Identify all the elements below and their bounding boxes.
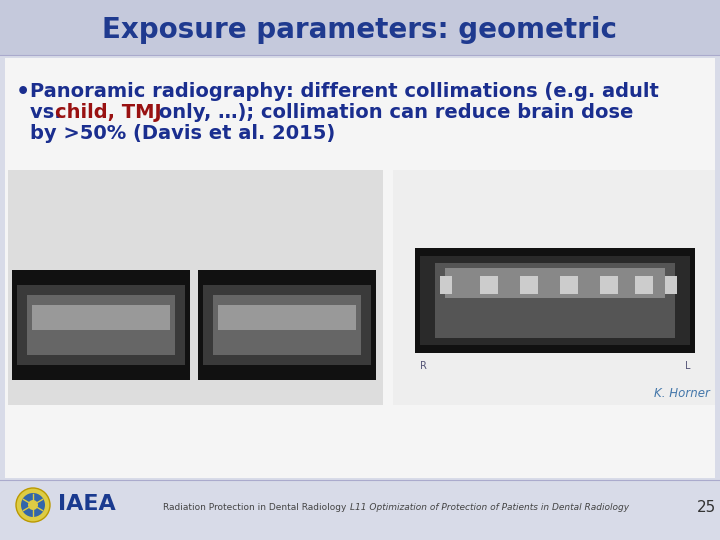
Bar xyxy=(203,285,371,365)
Bar xyxy=(420,256,690,345)
Bar xyxy=(0,480,720,540)
Text: 25: 25 xyxy=(696,500,716,515)
Bar xyxy=(600,276,618,294)
Bar xyxy=(17,285,185,365)
Bar xyxy=(480,276,498,294)
Text: Panoramic radiography: different collimations (e.g. adult: Panoramic radiography: different collima… xyxy=(30,82,659,101)
Text: L: L xyxy=(685,361,690,371)
Bar xyxy=(393,170,715,405)
Bar xyxy=(0,0,720,55)
Bar xyxy=(213,295,361,355)
Text: IAEA: IAEA xyxy=(58,494,116,514)
Bar xyxy=(198,270,376,380)
Text: by >50% (Davis et al. 2015): by >50% (Davis et al. 2015) xyxy=(30,124,336,143)
Text: R: R xyxy=(420,361,427,371)
Bar xyxy=(440,276,452,294)
Bar xyxy=(520,276,538,294)
Bar xyxy=(8,170,383,405)
Bar xyxy=(635,276,653,294)
Bar xyxy=(27,295,175,355)
Text: L11 Optimization of Protection of Patients in Dental Radiology: L11 Optimization of Protection of Patien… xyxy=(351,503,629,511)
Bar xyxy=(665,276,677,294)
Bar xyxy=(435,263,675,338)
Circle shape xyxy=(28,500,38,510)
Circle shape xyxy=(16,488,50,522)
Text: Exposure parameters: geometric: Exposure parameters: geometric xyxy=(102,16,618,44)
Bar xyxy=(5,58,715,478)
Text: •: • xyxy=(16,82,30,102)
Bar xyxy=(12,270,190,380)
Text: only, …); collimation can reduce brain dose: only, …); collimation can reduce brain d… xyxy=(152,103,634,122)
Circle shape xyxy=(21,493,45,517)
Bar xyxy=(32,305,170,330)
Bar xyxy=(560,276,578,294)
Text: vs.: vs. xyxy=(30,103,68,122)
Bar xyxy=(218,305,356,330)
Bar xyxy=(445,268,665,298)
Text: child, TMJ: child, TMJ xyxy=(55,103,161,122)
Text: Radiation Protection in Dental Radiology: Radiation Protection in Dental Radiology xyxy=(163,503,347,511)
Text: K. Horner: K. Horner xyxy=(654,387,710,400)
Bar xyxy=(415,248,695,353)
